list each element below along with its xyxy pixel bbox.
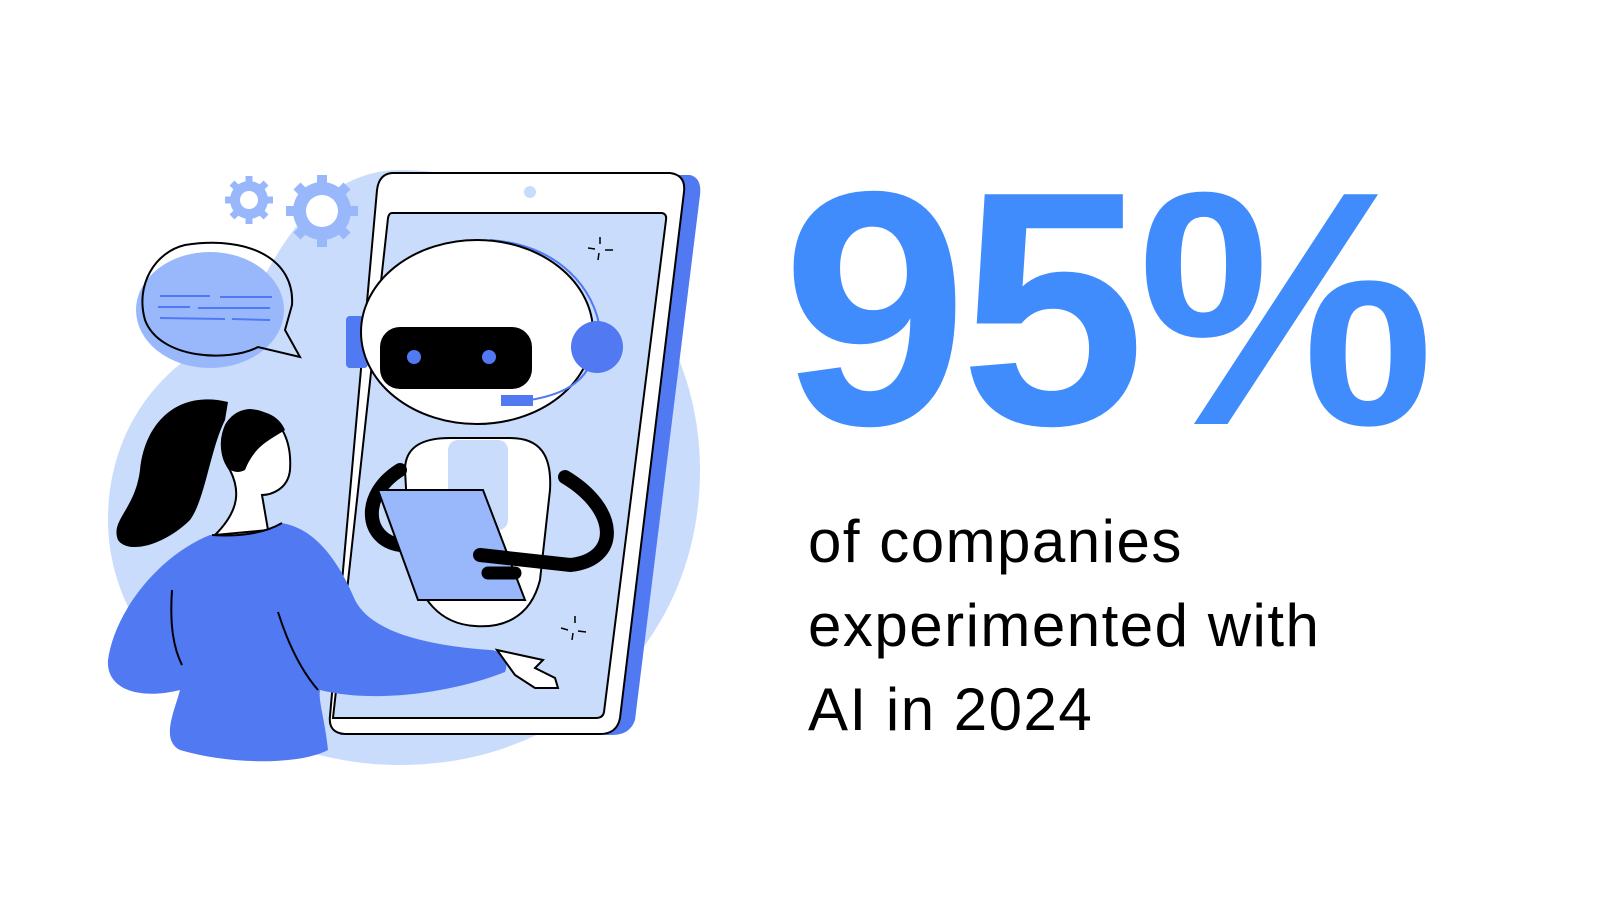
caption-line: experimented with: [808, 592, 1321, 659]
stat-value: 95%: [782, 122, 1434, 495]
robot-icon: [346, 239, 623, 628]
sparkle-icon: [560, 237, 613, 641]
speech-bubble-icon: [136, 241, 302, 368]
stat-caption: of companies experimented with AI in 202…: [808, 500, 1320, 752]
headline-stat: 95%: [782, 142, 1434, 476]
caption-line: of companies: [808, 508, 1183, 575]
gear-icon: [225, 176, 273, 224]
caption-line: AI in 2024: [808, 676, 1094, 743]
woman-figure: [107, 399, 560, 762]
ai-chatbot-illustration: [107, 170, 701, 765]
gear-icon: [286, 175, 358, 247]
